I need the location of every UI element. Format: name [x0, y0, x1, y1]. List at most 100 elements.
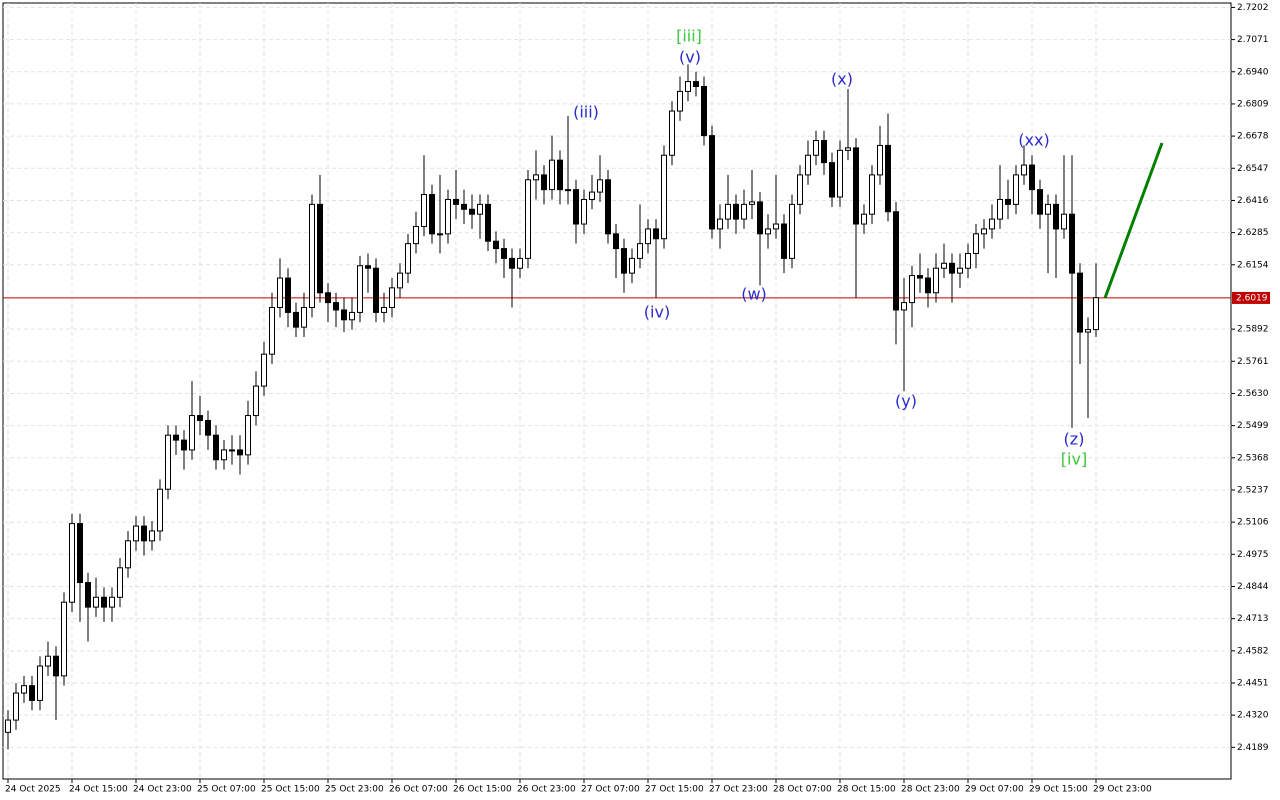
x-tick-label: 29 Oct 07:00 — [965, 785, 1024, 795]
candle-body — [413, 225, 419, 245]
candle-body — [613, 233, 619, 250]
candle-body — [501, 248, 507, 259]
candle-body — [1093, 297, 1099, 331]
candle-body — [741, 203, 747, 220]
candle-body — [221, 449, 227, 461]
y-tick-label: 2.5499 — [1237, 421, 1269, 431]
candle-body — [173, 434, 179, 441]
candle-body — [405, 243, 411, 274]
candle-body — [285, 277, 291, 313]
candle-body — [677, 90, 683, 112]
candle-body — [341, 309, 347, 321]
candle-body — [949, 262, 955, 274]
wave-label: (x) — [831, 70, 853, 89]
candle-body — [357, 265, 363, 313]
y-tick-label: 2.5892 — [1237, 325, 1269, 335]
wave-label: (iii) — [573, 103, 599, 122]
candle-body — [661, 154, 667, 240]
y-tick-label: 2.4844 — [1237, 582, 1269, 592]
wave-label: (y) — [895, 392, 917, 411]
candle-body — [365, 265, 371, 269]
candle-body — [621, 248, 627, 274]
candle-body — [477, 203, 483, 215]
candle-body — [645, 228, 651, 245]
x-tick-label: 25 Oct 23:00 — [325, 785, 384, 795]
y-tick-label: 2.5237 — [1237, 485, 1269, 495]
candle-body — [869, 174, 875, 215]
candle-body — [21, 685, 27, 694]
candle-body — [213, 434, 219, 461]
candle-body — [533, 174, 539, 181]
price-label: 2.6019 — [1236, 293, 1268, 303]
x-tick-label: 26 Oct 07:00 — [389, 785, 448, 795]
candle-body — [93, 596, 99, 608]
candle-body — [253, 385, 259, 417]
candle-body — [597, 179, 603, 193]
candle-body — [605, 179, 611, 235]
y-tick-label: 2.6154 — [1237, 260, 1269, 270]
wave-label: [iii] — [676, 27, 702, 46]
candle-body — [157, 488, 163, 532]
candle-body — [573, 189, 579, 225]
candle-body — [125, 540, 131, 569]
candle-body — [117, 567, 123, 598]
y-tick-label: 2.5106 — [1237, 518, 1269, 528]
candle-body — [1013, 174, 1019, 205]
candle-body — [333, 302, 339, 311]
y-tick-label: 2.6416 — [1237, 196, 1269, 206]
candle-body — [165, 434, 171, 490]
candle-body — [325, 292, 331, 304]
y-tick-label: 2.5368 — [1237, 453, 1269, 463]
candle-body — [981, 228, 987, 235]
candle-body — [789, 203, 795, 259]
candle-body — [109, 596, 115, 608]
candle-body — [653, 228, 659, 240]
candle-body — [557, 159, 563, 191]
candle-body — [1037, 189, 1043, 215]
candle-body — [349, 311, 355, 321]
candle-body — [581, 198, 587, 225]
y-tick-label: 2.4189 — [1237, 743, 1269, 753]
candle-body — [549, 159, 555, 191]
candle-body — [1085, 329, 1091, 333]
candle-body — [197, 415, 203, 421]
x-tick-label: 26 Oct 15:00 — [453, 785, 512, 795]
candle-body — [853, 147, 859, 225]
candle-body — [821, 140, 827, 164]
candle-body — [509, 257, 515, 269]
candle-body — [189, 415, 195, 451]
candle-body — [725, 203, 731, 220]
y-tick-label: 2.6285 — [1237, 228, 1269, 238]
x-tick-label: 27 Oct 07:00 — [581, 785, 640, 795]
candle-body — [53, 655, 59, 677]
candle-body — [805, 154, 811, 176]
candle-body — [1077, 272, 1083, 333]
candle-body — [301, 307, 307, 328]
candle-body — [493, 240, 499, 250]
candle-body — [437, 233, 443, 236]
x-tick-label: 24 Oct 15:00 — [69, 785, 128, 795]
candle-body — [861, 213, 867, 225]
candle-body — [837, 149, 843, 198]
x-tick-label: 28 Oct 15:00 — [837, 785, 896, 795]
y-tick-label: 2.5630 — [1237, 389, 1269, 399]
candle-body — [261, 353, 267, 387]
candle-body — [1021, 164, 1027, 176]
candle-body — [941, 262, 947, 269]
x-tick-label: 28 Oct 07:00 — [773, 785, 832, 795]
candle-body — [77, 523, 83, 584]
wave-label: (v) — [679, 48, 701, 67]
candle-body — [245, 415, 251, 456]
candle-body — [1053, 203, 1059, 230]
y-tick-label: 2.6809 — [1237, 99, 1269, 109]
candle-body — [901, 302, 907, 311]
candle-body — [989, 218, 995, 230]
candle-body — [893, 211, 899, 311]
candle-body — [429, 194, 435, 235]
candle-body — [69, 523, 75, 603]
candle-body — [773, 223, 779, 230]
candle-body — [957, 267, 963, 274]
price-label-box — [1232, 291, 1270, 304]
x-tick-label: 27 Oct 23:00 — [709, 785, 768, 795]
